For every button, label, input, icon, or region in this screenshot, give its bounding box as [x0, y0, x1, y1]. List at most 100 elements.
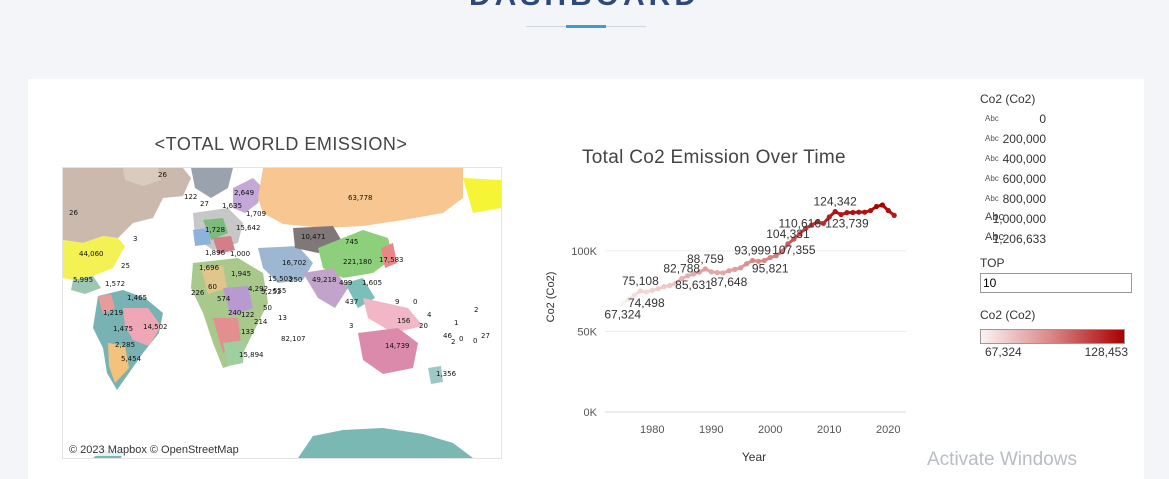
data-point[interactable]	[856, 210, 861, 215]
size-legend-value: 1,000,000	[993, 212, 1046, 226]
data-point[interactable]	[862, 210, 867, 215]
map-country-label: 49,218	[312, 276, 337, 284]
map-country-label: 44,060	[79, 250, 104, 258]
data-point[interactable]	[886, 208, 891, 213]
data-point[interactable]	[738, 265, 743, 270]
data-point[interactable]	[644, 289, 649, 294]
chart-title: Total Co2 Emission Over Time	[582, 147, 846, 169]
map-country-label: 4	[427, 311, 432, 319]
data-point[interactable]	[744, 261, 749, 266]
abc-icon: Abc	[985, 114, 999, 123]
map-country-label: 240	[228, 309, 241, 317]
data-point[interactable]	[667, 283, 672, 288]
map-country-label: 214	[254, 318, 268, 326]
map-country-label: 27	[481, 332, 490, 340]
map-country-label: 15,894	[239, 351, 264, 359]
color-legend-title: Co2 (Co2)	[980, 308, 1140, 322]
chart-data-labels: 67,32475,10874,49882,78885,63188,75987,6…	[604, 195, 869, 322]
map-country-label: 15,503	[268, 275, 293, 283]
data-label: 88,759	[687, 252, 724, 266]
map-country-label: 133	[241, 328, 254, 336]
data-point[interactable]	[726, 268, 731, 273]
y-tick-label: 100K	[571, 246, 597, 258]
map-country-label: 10,471	[301, 233, 326, 241]
data-label: 93,999	[734, 244, 771, 258]
map-country-label: 555	[273, 287, 286, 295]
data-point[interactable]	[833, 209, 838, 214]
map-country-label: 2	[451, 338, 455, 346]
map-country-label: 1,635	[222, 202, 242, 210]
data-point[interactable]	[709, 269, 714, 274]
color-gradient-bar	[980, 329, 1125, 344]
map-country-label: 63,778	[348, 194, 373, 202]
data-point[interactable]	[868, 208, 873, 213]
map-country-label: 13	[278, 314, 287, 322]
size-legend-value: 1,206,633	[993, 232, 1046, 246]
data-point[interactable]	[732, 267, 737, 272]
land-shapes	[63, 168, 501, 458]
data-label: 74,498	[628, 296, 665, 310]
data-point[interactable]	[892, 213, 897, 218]
data-point[interactable]	[620, 301, 625, 306]
data-point[interactable]	[874, 204, 879, 209]
map-country-label: 221,180	[343, 258, 372, 266]
abc-icon: Abc	[985, 194, 999, 203]
map-country-label: 14,739	[385, 342, 410, 350]
color-legend-range: 67,324 128,453	[980, 345, 1128, 361]
x-tick-label: 1990	[699, 424, 723, 436]
size-legend-value: 0	[1039, 112, 1046, 126]
y-tick-label: 0K	[584, 407, 598, 419]
top-filter-label: TOP	[980, 256, 1140, 270]
map-country-label: 1,696	[199, 264, 220, 272]
data-point[interactable]	[703, 266, 708, 271]
map-country-label: 4,292	[248, 285, 268, 293]
map-country-label: 0	[473, 337, 477, 345]
top-filter-input[interactable]	[980, 273, 1132, 293]
size-legend-item[interactable]: Abc 0	[980, 110, 1140, 130]
x-tick-label: 1980	[640, 424, 664, 436]
map-country-label: 5,995	[73, 276, 93, 284]
activate-windows-watermark: Activate Windows	[927, 449, 1077, 471]
data-label: 87,648	[711, 275, 748, 289]
map-country-label: 0	[459, 335, 463, 343]
map-country-label: 1,356	[436, 370, 457, 378]
data-point[interactable]	[850, 210, 855, 215]
data-label: 107,355	[772, 243, 816, 257]
map-country-label: 122	[184, 193, 197, 201]
data-label: 124,342	[813, 195, 857, 209]
heading-accent-bar	[566, 25, 606, 28]
map-country-label: 745	[345, 238, 358, 246]
data-point[interactable]	[661, 284, 666, 289]
map-country-label: 20	[419, 322, 428, 330]
map-country-label: 1,605	[362, 279, 382, 287]
map-country-label: 1,465	[127, 294, 147, 302]
x-tick-label: 2000	[758, 424, 782, 436]
data-point[interactable]	[638, 288, 643, 293]
x-tick-label: 2020	[876, 424, 900, 436]
data-label: 110,616	[779, 217, 822, 231]
x-tick-label: 2010	[817, 424, 841, 436]
map-country-label: 26	[69, 209, 78, 217]
data-point[interactable]	[880, 202, 885, 207]
data-point[interactable]	[650, 288, 655, 293]
map-country-label: 2,285	[115, 341, 135, 349]
map-attribution[interactable]: © 2023 Mapbox © OpenStreetMap	[67, 444, 241, 456]
abc-icon: Abc	[985, 134, 999, 143]
data-point[interactable]	[844, 210, 849, 215]
map-country-label: 156	[397, 317, 411, 325]
map-country-label: 1,572	[105, 280, 125, 288]
color-legend-max: 128,453	[1085, 345, 1128, 359]
map-country-label: 17,583	[379, 256, 404, 264]
map-country-label: 3	[349, 322, 353, 330]
map-country-label: 437	[345, 298, 358, 306]
